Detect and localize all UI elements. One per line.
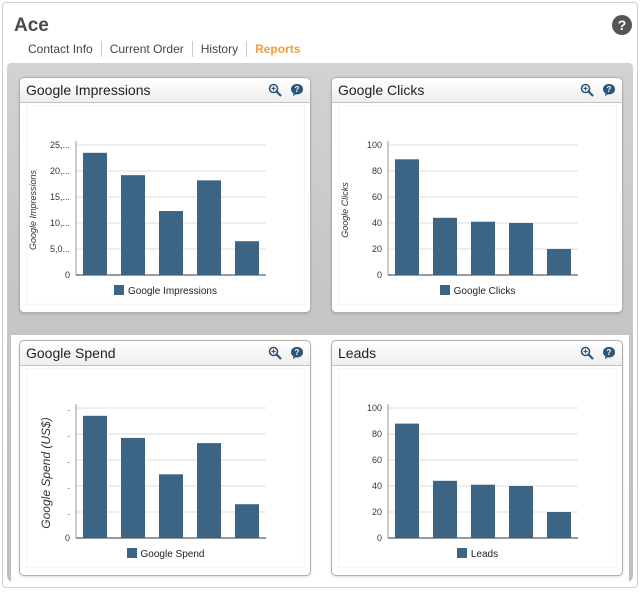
panel-google-impressions: Google Impressions ? 0 5,0... 10,... 15,...…: [19, 77, 311, 313]
bar: [159, 211, 183, 275]
legend-label: Google Impressions: [128, 286, 217, 297]
bar: [121, 175, 145, 275]
panel-title: Google Clicks: [338, 82, 425, 98]
y-tick-label: 60: [372, 455, 382, 465]
chart-area: 0 20 40 60 80 100 Google Clicks Google Clicks: [338, 105, 617, 305]
bar: [547, 512, 571, 538]
panel-header: Google Impressions ?: [20, 78, 310, 103]
y-tick-label: 0: [377, 270, 382, 280]
chart-legend: Google Clicks: [338, 285, 617, 297]
help-icon[interactable]: ?: [612, 15, 632, 35]
tab-current-order[interactable]: Current Order: [100, 41, 192, 57]
panel-header: Google Spend ?: [20, 341, 310, 366]
tab-reports[interactable]: Reports: [246, 41, 308, 57]
chart-svg: 0..... Google Spend (US$): [39, 403, 266, 543]
question-icon[interactable]: ?: [602, 83, 616, 97]
y-tick-label: 60: [372, 192, 382, 202]
y-tick-label: 15,...: [50, 192, 70, 202]
y-axis-label: Google Spend (US$): [39, 417, 53, 528]
bar: [509, 223, 533, 275]
y-tick-label: 0: [65, 533, 70, 543]
panel-header: Leads ?: [332, 341, 622, 366]
tab-contact-info[interactable]: Contact Info: [28, 42, 93, 56]
y-tick-label: .: [67, 481, 70, 491]
legend-label: Google Spend: [140, 549, 205, 560]
bar: [235, 504, 259, 538]
page-title: Ace: [14, 15, 49, 36]
chart-area: 0 5,0... 10,... 15,... 20,... 25,... Google Im…: [26, 105, 305, 305]
svg-text:?: ?: [607, 85, 612, 94]
panel-leads: Leads ? 0 20 40 60 80 100 Leads: [331, 340, 623, 576]
bar: [121, 437, 145, 538]
y-tick-label: 100: [367, 140, 382, 150]
zoom-icon[interactable]: [580, 83, 594, 97]
y-axis-label: Google Impressions: [28, 169, 38, 250]
zoom-icon[interactable]: [268, 83, 282, 97]
svg-text:?: ?: [607, 348, 612, 357]
legend-label: Leads: [470, 549, 499, 560]
y-tick-label: 10,...: [50, 218, 70, 228]
chart-svg: 0 20 40 60 80 100 Google Clicks: [340, 140, 578, 280]
y-tick-label: 5,0...: [50, 244, 70, 254]
legend-label: Google Clicks: [453, 286, 516, 297]
bar: [471, 221, 495, 275]
bar: [83, 415, 107, 538]
y-tick-label: 20: [372, 507, 382, 517]
legend-swatch: [439, 285, 450, 295]
y-axis-label: Google Clicks: [340, 182, 350, 238]
panel-title: Google Spend: [26, 345, 116, 361]
chart-legend: Leads: [338, 548, 617, 560]
chart-svg: 0 20 40 60 80 100: [367, 403, 578, 543]
chart-svg: 0 5,0... 10,... 15,... 20,... 25,... Google Im…: [28, 140, 266, 280]
zoom-icon[interactable]: [580, 346, 594, 360]
svg-text:?: ?: [295, 85, 300, 94]
chart-legend: Google Impressions: [26, 285, 305, 297]
y-tick-label: .: [67, 507, 70, 517]
bar: [395, 159, 419, 275]
chart-area: 0..... Google Spend (US$) Google Spend: [26, 368, 305, 568]
bar: [547, 249, 571, 275]
y-tick-label: .: [67, 429, 70, 439]
panel-google-clicks: Google Clicks ? 0 20 40 60 80 100 Google Click…: [331, 77, 623, 313]
bar: [433, 480, 457, 538]
bar: [395, 423, 419, 538]
bar: [83, 152, 107, 275]
bar: [197, 180, 221, 275]
legend-swatch: [126, 548, 137, 558]
y-tick-label: 0: [65, 270, 70, 280]
bar: [509, 486, 533, 538]
question-icon[interactable]: ?: [290, 83, 304, 97]
panel-title: Leads: [338, 345, 377, 361]
bar: [235, 241, 259, 275]
question-icon[interactable]: ?: [290, 346, 304, 360]
y-tick-label: .: [67, 455, 70, 465]
y-tick-label: 20: [372, 244, 382, 254]
bar: [159, 474, 183, 538]
y-tick-label: 100: [367, 403, 382, 413]
y-tick-label: 80: [372, 166, 382, 176]
legend-swatch: [114, 285, 125, 295]
y-tick-label: 40: [372, 481, 382, 491]
bar: [433, 217, 457, 275]
y-tick-label: 0: [377, 533, 382, 543]
legend-swatch: [456, 548, 467, 558]
bar: [471, 484, 495, 538]
chart-legend: Google Spend: [26, 548, 305, 560]
y-tick-label: 20,...: [50, 166, 70, 176]
question-icon[interactable]: ?: [602, 346, 616, 360]
tab-history[interactable]: History: [191, 41, 246, 57]
zoom-icon[interactable]: [268, 346, 282, 360]
y-tick-label: 40: [372, 218, 382, 228]
y-tick-label: 80: [372, 429, 382, 439]
tab-bar: Contact Info Current Order History Repor…: [18, 41, 308, 57]
bar: [197, 443, 221, 538]
chart-area: 0 20 40 60 80 100 Leads: [338, 368, 617, 568]
panel-title: Google Impressions: [26, 82, 151, 98]
panel-header: Google Clicks ?: [332, 78, 622, 103]
y-tick-label: 25,...: [50, 140, 70, 150]
panel-google-spend: Google Spend ? 0..... Google Spend (US$) …: [19, 340, 311, 576]
y-tick-label: .: [67, 403, 70, 413]
svg-text:?: ?: [295, 348, 300, 357]
